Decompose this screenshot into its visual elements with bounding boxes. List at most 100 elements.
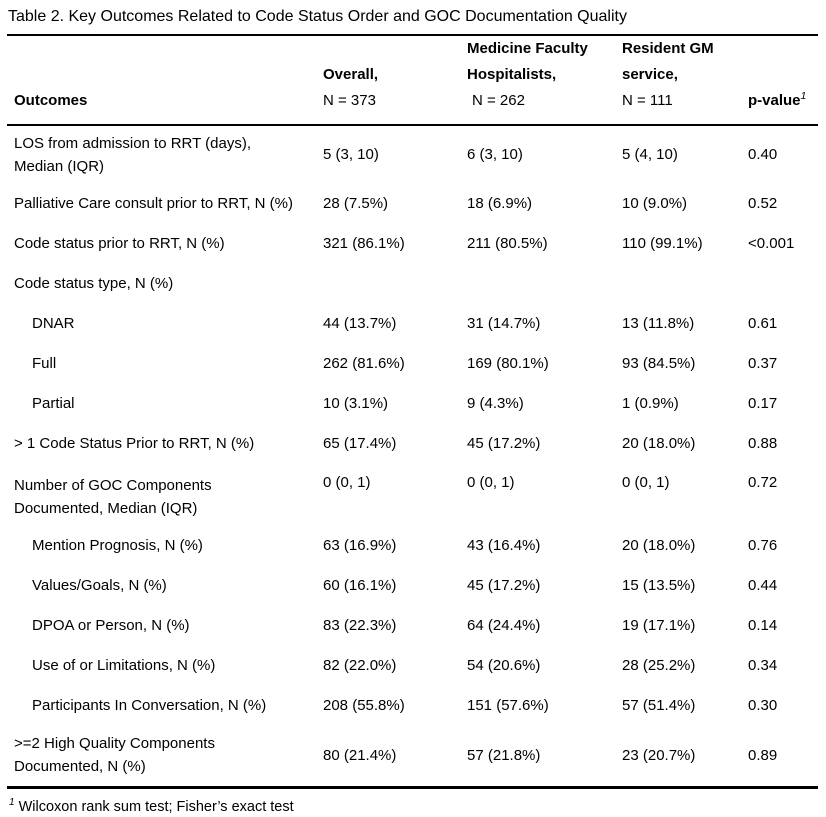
overall-value	[323, 263, 467, 303]
table-row: Palliative Care consult prior to RRT, N …	[7, 183, 818, 223]
outcome-label-cell: DNAR	[7, 303, 323, 343]
header-faculty-line1: Medicine Faculty	[467, 40, 588, 57]
resident-value: 10 (9.0%)	[622, 194, 688, 212]
outcome-label: DPOA or Person, N (%)	[32, 616, 190, 634]
resident-value: 93 (84.5%)	[622, 354, 696, 372]
pvalue-value: 0.40	[748, 146, 778, 163]
outcome-label: DNAR	[32, 314, 75, 332]
table-caption: Table 2. Key Outcomes Related to Code St…	[7, 5, 818, 36]
table-row: DPOA or Person, N (%) 83 (22.3%) 64 (24.…	[7, 605, 818, 645]
outcome-label-cell: Full	[7, 343, 323, 383]
header-resident-line1: Resident GM	[622, 40, 714, 57]
pvalue-value: 0.89	[748, 746, 778, 764]
pvalue-footnote-marker: 1	[800, 90, 807, 102]
header-overall-line1: Overall,	[323, 66, 379, 83]
footnote-text: Wilcoxon rank sum test; Fisher’s exact t…	[18, 798, 294, 815]
header-resident: Resident GM service, N = 111	[622, 36, 748, 126]
faculty-value: 6 (3, 10)	[467, 146, 523, 163]
faculty-value: 169 (80.1%)	[467, 354, 549, 372]
section-row: Code status type, N (%)	[7, 263, 818, 303]
outcome-label-cell: DPOA or Person, N (%)	[7, 605, 323, 645]
section-label: Code status type, N (%)	[14, 274, 174, 292]
table-row: Participants In Conversation, N (%) 208 …	[7, 685, 818, 725]
table-row: Full 262 (81.6%) 169 (80.1%) 93 (84.5%) …	[7, 343, 818, 383]
header-faculty-line2: Hospitalists,	[467, 66, 557, 83]
pvalue-value: 0.61	[748, 314, 778, 332]
table-row: Number of GOC Components Documented, Med…	[7, 463, 818, 525]
outcomes-table: Outcomes Overall, N = 373 Medicine Facul…	[7, 36, 818, 789]
outcome-label-cell: Values/Goals, N (%)	[7, 565, 323, 605]
overall-value: 208 (55.8%)	[323, 696, 405, 714]
overall-value: 44 (13.7%)	[323, 314, 397, 332]
table-row: Partial 10 (3.1%) 9 (4.3%) 1 (0.9%) 0.17	[7, 383, 818, 423]
overall-value: 0 (0, 1)	[323, 474, 371, 491]
outcome-label: Code status prior to RRT, N (%)	[14, 234, 225, 252]
outcome-label-cell: Partial	[7, 383, 323, 423]
overall-value: 65 (17.4%)	[323, 434, 397, 452]
overall-value: 80 (21.4%)	[323, 746, 397, 764]
outcome-label-cell: Participants In Conversation, N (%)	[7, 685, 323, 725]
outcome-label-line2: Median (IQR)	[14, 157, 105, 175]
table-row: > 1 Code Status Prior to RRT, N (%) 65 (…	[7, 423, 818, 463]
overall-value: 5 (3, 10)	[323, 146, 379, 163]
outcome-label: Number of GOC Components	[14, 477, 212, 494]
outcome-label: Mention Prognosis, N (%)	[32, 536, 203, 554]
resident-value: 28 (25.2%)	[622, 656, 696, 674]
outcome-label-cell: Use of or Limitations, N (%)	[7, 645, 323, 685]
outcome-label: >=2 High Quality Components	[14, 735, 215, 753]
faculty-value: 18 (6.9%)	[467, 194, 533, 212]
outcome-label: Palliative Care consult prior to RRT, N …	[14, 194, 293, 212]
footnote-marker: 1	[9, 796, 15, 808]
resident-value: 20 (18.0%)	[622, 434, 696, 452]
resident-value: 13 (11.8%)	[622, 314, 695, 332]
pvalue-value: 0.52	[748, 194, 778, 212]
faculty-value: 54 (20.6%)	[467, 656, 541, 674]
header-pvalue: p-value1	[748, 36, 818, 126]
pvalue-value: 0.30	[748, 696, 778, 714]
faculty-value: 9 (4.3%)	[467, 394, 524, 412]
pvalue-value: 0.37	[748, 354, 778, 372]
overall-value: 10 (3.1%)	[323, 394, 389, 412]
table-row: DNAR 44 (13.7%) 31 (14.7%) 13 (11.8%) 0.…	[7, 303, 818, 343]
table-row: Values/Goals, N (%) 60 (16.1%) 45 (17.2%…	[7, 565, 818, 605]
table-header: Outcomes Overall, N = 373 Medicine Facul…	[7, 36, 818, 126]
outcome-label-cell: Code status prior to RRT, N (%)	[7, 223, 323, 263]
header-pvalue-label: p-value1	[748, 90, 807, 109]
faculty-value: 151 (57.6%)	[467, 696, 549, 714]
table-body: LOS from admission to RRT (days), Median…	[7, 125, 818, 787]
faculty-value: 64 (24.4%)	[467, 616, 541, 634]
pvalue-value	[748, 263, 818, 303]
faculty-value: 43 (16.4%)	[467, 536, 541, 554]
resident-value: 0 (0, 1)	[622, 474, 670, 491]
overall-value: 83 (22.3%)	[323, 616, 397, 634]
overall-value: 28 (7.5%)	[323, 194, 389, 212]
outcome-label: Values/Goals, N (%)	[32, 576, 167, 594]
table-row: Code status prior to RRT, N (%) 321 (86.…	[7, 223, 818, 263]
resident-value: 1 (0.9%)	[622, 394, 679, 412]
outcome-label-cell: Number of GOC Components Documented, Med…	[7, 463, 323, 525]
outcome-label-cell: > 1 Code Status Prior to RRT, N (%)	[7, 423, 323, 463]
outcome-label: Partial	[32, 394, 75, 412]
resident-value: 5 (4, 10)	[622, 146, 678, 163]
header-outcomes-label: Outcomes	[14, 92, 88, 109]
pvalue-value: 0.88	[748, 434, 778, 452]
overall-value: 262 (81.6%)	[323, 354, 405, 372]
overall-value: 82 (22.0%)	[323, 656, 397, 674]
table-footnote: 1 Wilcoxon rank sum test; Fisher’s exact…	[7, 789, 818, 817]
overall-value: 60 (16.1%)	[323, 576, 397, 594]
pvalue-value: <0.001	[748, 234, 795, 252]
header-overall-n: N = 373	[323, 92, 376, 109]
outcome-label-cell: Palliative Care consult prior to RRT, N …	[7, 183, 323, 223]
outcome-label-cell: Mention Prognosis, N (%)	[7, 525, 323, 565]
faculty-value: 0 (0, 1)	[467, 474, 515, 491]
outcome-label-cell: LOS from admission to RRT (days), Median…	[7, 125, 323, 183]
faculty-value	[467, 263, 622, 303]
pvalue-value: 0.44	[748, 576, 778, 594]
table-row: LOS from admission to RRT (days), Median…	[7, 125, 818, 183]
pvalue-value: 0.76	[748, 536, 778, 554]
outcome-label-cell: Code status type, N (%)	[7, 263, 323, 303]
overall-value: 321 (86.1%)	[323, 234, 405, 252]
outcome-label: > 1 Code Status Prior to RRT, N (%)	[14, 434, 255, 452]
header-faculty: Medicine Faculty Hospitalists, N = 262	[467, 36, 622, 126]
